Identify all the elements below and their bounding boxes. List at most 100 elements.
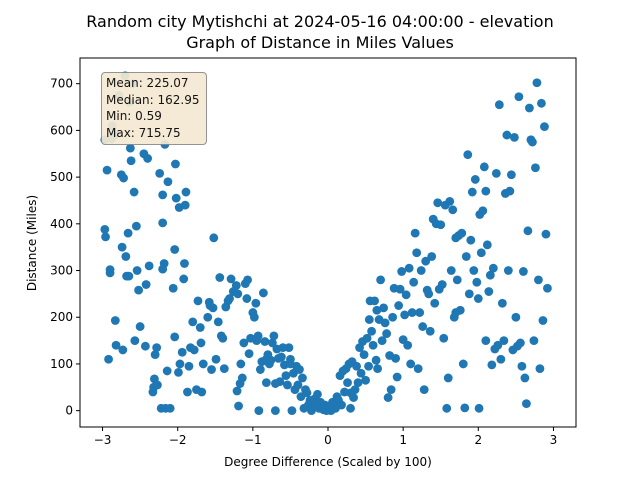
- data-point: [416, 266, 426, 275]
- stat-median: Median: 162.95: [106, 92, 200, 107]
- data-point: [528, 137, 537, 147]
- data-point: [181, 187, 191, 197]
- data-point: [406, 359, 416, 369]
- data-point: [177, 347, 187, 357]
- data-point: [175, 359, 185, 369]
- data-point: [543, 283, 552, 293]
- data-point: [446, 266, 456, 275]
- data-point: [179, 274, 189, 284]
- data-point: [463, 150, 473, 160]
- data-point: [392, 372, 402, 382]
- data-point: [270, 379, 280, 388]
- data-point: [499, 336, 509, 345]
- data-point: [352, 361, 361, 371]
- data-point: [124, 271, 134, 281]
- data-point: [171, 159, 180, 169]
- x-tick-label: 2: [474, 433, 482, 447]
- data-point: [437, 280, 447, 289]
- data-point: [236, 359, 246, 369]
- y-tick-label: 100: [50, 357, 73, 371]
- data-point: [445, 196, 455, 206]
- data-point: [401, 290, 411, 300]
- data-point: [284, 343, 294, 352]
- data-point: [371, 355, 381, 365]
- data-point: [433, 198, 443, 208]
- data-point: [269, 331, 279, 341]
- data-point: [443, 373, 453, 383]
- data-point: [407, 308, 417, 317]
- data-point: [404, 263, 414, 273]
- data-point: [452, 275, 462, 285]
- data-point: [514, 92, 524, 102]
- data-point: [511, 312, 521, 322]
- stat-mean: Mean: 225.07: [106, 76, 189, 90]
- data-point: [361, 375, 370, 385]
- data-point: [231, 281, 241, 290]
- data-point: [278, 343, 288, 352]
- data-point: [485, 270, 495, 280]
- data-point: [372, 305, 382, 315]
- y-tick-label: 0: [65, 404, 73, 418]
- data-point: [165, 403, 175, 413]
- data-point: [472, 277, 482, 287]
- data-point: [464, 289, 474, 299]
- data-point: [376, 275, 386, 285]
- data-point: [368, 340, 378, 350]
- data-point: [100, 225, 110, 234]
- data-point: [394, 301, 404, 310]
- data-point: [346, 403, 355, 413]
- data-point: [207, 365, 216, 374]
- data-point: [144, 261, 154, 271]
- data-point: [158, 218, 168, 228]
- data-point: [442, 403, 452, 413]
- y-tick-label: 200: [50, 310, 73, 324]
- data-point: [171, 193, 181, 203]
- data-point: [470, 175, 480, 184]
- data-point: [197, 387, 207, 397]
- data-point: [244, 349, 254, 359]
- data-point: [400, 310, 410, 320]
- data-point: [534, 275, 543, 285]
- data-point: [537, 98, 546, 108]
- y-tick-label: 600: [50, 123, 73, 137]
- data-point: [383, 393, 393, 402]
- data-point: [193, 296, 203, 306]
- data-point: [388, 312, 398, 322]
- data-point: [541, 229, 551, 239]
- data-point: [379, 303, 389, 313]
- y-tick-label: 700: [50, 77, 73, 91]
- data-point: [466, 235, 476, 245]
- data-point: [168, 283, 178, 293]
- data-point: [258, 288, 268, 298]
- data-point: [170, 332, 180, 342]
- data-point: [410, 228, 420, 238]
- data-point: [188, 317, 198, 327]
- data-point: [163, 177, 173, 187]
- data-point: [481, 186, 491, 196]
- plot-frame: [79, 57, 577, 428]
- stat-max: Max: 715.75: [106, 125, 181, 140]
- data-point: [254, 406, 264, 416]
- data-point: [242, 294, 252, 303]
- data-point: [451, 308, 461, 317]
- data-point: [540, 122, 549, 132]
- axis-ticks: −3 −2 −1 0 1 2 3 0 100 200 300 400 500 600 700: [50, 77, 557, 447]
- x-axis-label: Degree Difference (Scaled by 100): [224, 455, 432, 469]
- data-point: [180, 259, 189, 268]
- data-point: [155, 168, 165, 178]
- data-point: [415, 308, 425, 317]
- data-point: [460, 403, 470, 413]
- data-point: [131, 221, 141, 231]
- data-point: [183, 387, 192, 397]
- data-point: [121, 252, 131, 261]
- data-point: [517, 361, 527, 371]
- data-point: [409, 277, 419, 287]
- data-point: [509, 133, 519, 142]
- data-point: [225, 294, 234, 303]
- data-point: [215, 273, 225, 282]
- data-point: [403, 340, 413, 350]
- data-point: [253, 331, 263, 341]
- data-point: [467, 187, 477, 197]
- data-point: [135, 322, 145, 331]
- data-point: [461, 252, 471, 261]
